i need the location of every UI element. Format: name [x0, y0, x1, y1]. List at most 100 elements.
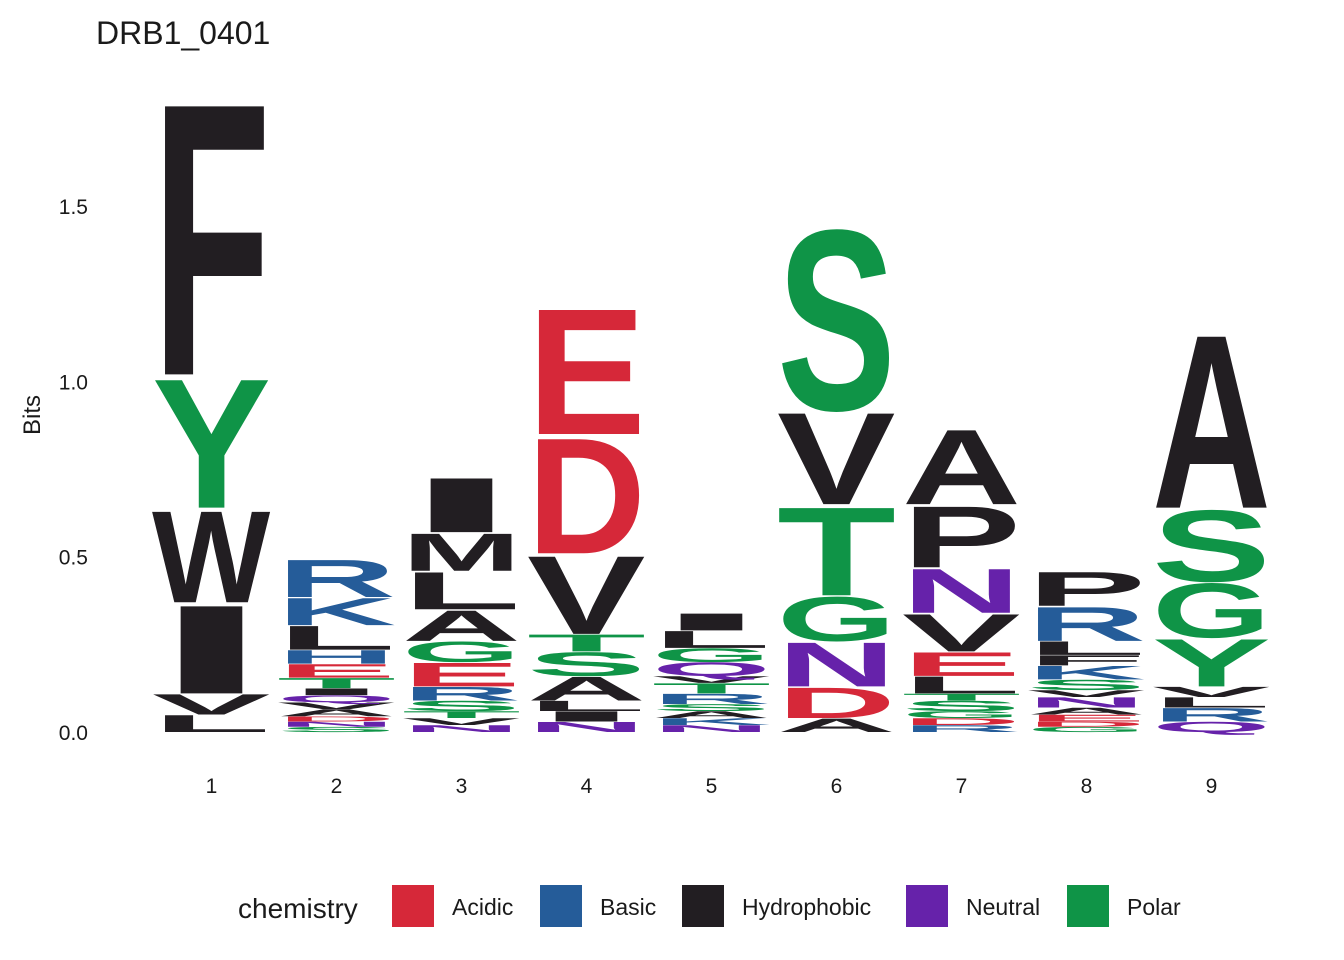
logo-letter: R [652, 691, 771, 707]
logo-letter: D [1027, 720, 1146, 728]
logo-letter: K [1027, 662, 1146, 684]
chart-title: DRB1_0401 [96, 15, 270, 51]
logo-letter: Q [277, 693, 396, 704]
logo-letter: F [152, 23, 271, 458]
logo-letter: L [402, 561, 521, 621]
logo-letter: I [152, 579, 271, 721]
logo-letter: V [902, 603, 1020, 663]
logo-letter: S [402, 698, 521, 714]
logo-letter: T [527, 629, 646, 656]
logo-letter: E [277, 660, 396, 682]
logo-letter: I [277, 686, 396, 697]
logo-letter: E [527, 271, 646, 472]
legend-title: chemistry [238, 893, 358, 924]
logo-letter: P [1027, 562, 1146, 616]
logo-letter: T [277, 675, 396, 691]
logo-letter: E [1027, 713, 1146, 724]
logo-letter: T [402, 709, 521, 720]
legend-swatch [906, 885, 948, 927]
logo-letter: A [277, 707, 396, 718]
logo-letter: Q [1152, 719, 1271, 735]
logo-letter: A [1027, 706, 1146, 717]
x-tick-label: 7 [956, 775, 968, 798]
logo-letter: A [402, 601, 521, 650]
logo-letter: V [152, 688, 271, 721]
logo-letter: N [652, 723, 771, 734]
logo-letter: P [902, 488, 1021, 586]
y-tick-label: 1.5 [59, 196, 88, 219]
logo-letter: V [652, 674, 771, 685]
logo-letter: S [652, 702, 771, 713]
logo-letter: H [277, 646, 396, 668]
y-axis-label: Bits [19, 395, 46, 435]
logo-letter: T [902, 692, 1021, 703]
logo-letter: A [902, 408, 1021, 527]
chemistry-legend: chemistry Acidic Basic Hydrophobic Neutral P… [238, 885, 1181, 927]
legend-swatch [682, 885, 724, 927]
logo-letter: N [902, 556, 1021, 626]
logo-letter: S [527, 645, 646, 683]
logo-letter: L [1152, 694, 1271, 710]
logo-letter: D [902, 716, 1021, 727]
logo-letter: G [1152, 567, 1271, 654]
legend-label: Neutral [966, 894, 1040, 920]
logo-letter: A [777, 714, 896, 736]
logo-letter: R [277, 548, 396, 608]
legend-label: Polar [1127, 894, 1181, 920]
logo-letter: V [277, 700, 396, 711]
logo-letter: N [777, 630, 896, 700]
logo-letter: L [277, 619, 396, 657]
logo-letter: S [1027, 677, 1146, 693]
logo-letter: Y [152, 340, 271, 548]
legend-swatch [540, 885, 582, 927]
logo-letter: V [777, 386, 895, 532]
logo-letter: I [652, 608, 771, 635]
legend-label: Acidic [452, 894, 513, 920]
logo-letter: N [527, 719, 646, 735]
legend-swatch [392, 885, 434, 927]
logo-letter: S [277, 725, 396, 733]
logo-letter: K [277, 590, 396, 633]
logo-letter: E [902, 645, 1021, 683]
logo-letter: A [1152, 283, 1271, 561]
logo-letter: V [527, 534, 645, 658]
logo-letter: M [402, 522, 521, 582]
logo-letter: G [1027, 725, 1146, 733]
legend-label: Hydrophobic [742, 894, 871, 920]
legend-swatch [1067, 885, 1109, 927]
logo-letter: W [152, 485, 271, 631]
logo-letter: G [402, 636, 521, 669]
x-tick-label: 2 [331, 775, 343, 798]
x-tick-label: 3 [456, 775, 468, 798]
logo-letter: S [1152, 488, 1271, 603]
logo-letter: E [402, 656, 521, 694]
logo-letter: S [902, 698, 1021, 714]
legend-label: Basic [600, 894, 656, 920]
logo-letter: T [777, 480, 896, 622]
y-tick-label: 0.0 [59, 722, 88, 745]
x-tick-label: 4 [581, 775, 593, 798]
logo-letter: A [527, 670, 646, 708]
logo-letter: A [652, 709, 771, 720]
logo-letter: G [902, 709, 1021, 720]
logo-letter: G [777, 584, 896, 655]
y-axis-ticks: 0.0 0.5 1.0 1.5 [59, 196, 88, 745]
x-axis-ticks: 1 2 3 4 5 6 7 8 9 [206, 775, 1218, 798]
logo-letter: L [902, 672, 1021, 699]
logo-letter: V [1152, 684, 1270, 700]
logo-letter: L [152, 710, 271, 737]
y-tick-label: 1.0 [59, 371, 88, 394]
logo-letter: N [402, 723, 521, 734]
logo-letter: S [777, 177, 896, 466]
logo-letter: N [1027, 694, 1146, 710]
x-tick-label: 6 [831, 775, 843, 798]
logo-letter: I [527, 708, 646, 724]
logo-letter: Q [652, 658, 771, 680]
